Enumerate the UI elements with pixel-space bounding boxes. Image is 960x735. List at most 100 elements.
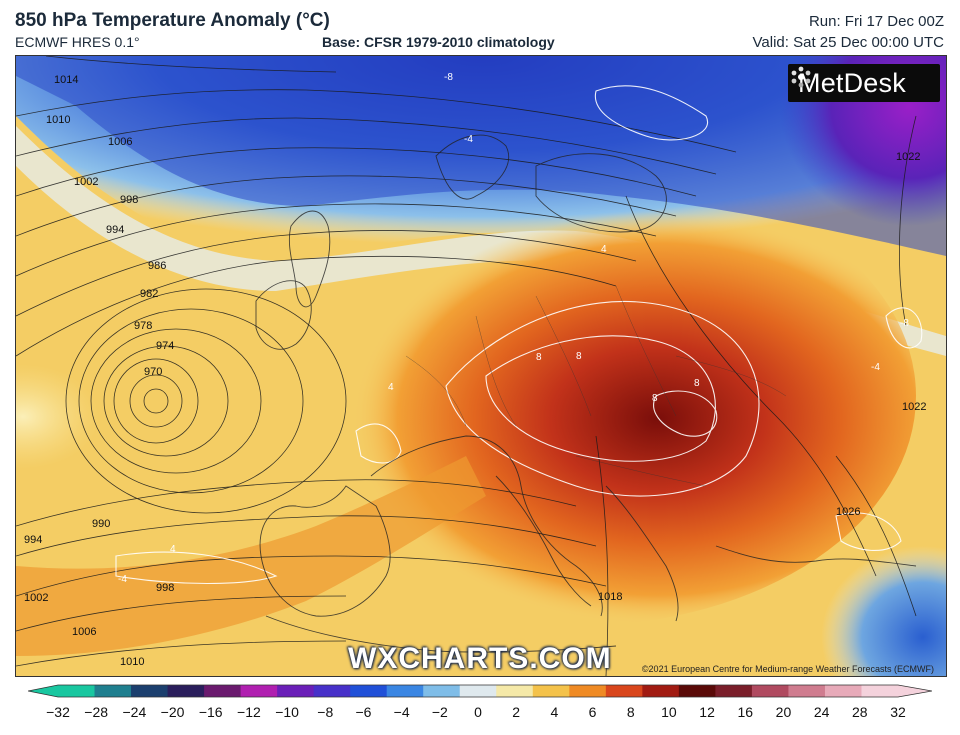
colorbar-max-arrow <box>898 685 932 697</box>
colorbar-segment <box>605 685 643 697</box>
anomaly-label: 8 <box>694 378 700 389</box>
colorbar-segment <box>167 685 205 697</box>
colorbar-tick-label: 16 <box>737 704 754 720</box>
colorbar-tick-label: 4 <box>550 704 559 720</box>
copyright-notice: ©2021 European Centre for Medium-range W… <box>641 664 934 674</box>
country-borders <box>405 285 787 487</box>
colorbar-segment <box>788 685 826 697</box>
colorbar-tick-label: −32 <box>46 704 70 720</box>
colorbar-tick-label: −28 <box>84 704 109 720</box>
colorbar-segment <box>94 685 132 697</box>
isobar-label: 1014 <box>54 74 79 86</box>
model-label: ECMWF HRES 0.1° <box>15 34 140 50</box>
colorbar-tick-label: −10 <box>275 704 299 720</box>
colorbar-segment <box>751 685 789 697</box>
colorbar-segment <box>678 685 716 697</box>
anomaly-map[interactable]: 1014 1010 1006 1002 998 994 986 982 978 … <box>15 55 947 677</box>
colorbar-tick-label: −20 <box>160 704 185 720</box>
colorbar-segment <box>58 685 96 697</box>
anomaly-label: -8 <box>900 318 909 329</box>
isobar-label: 1018 <box>598 591 623 603</box>
colorbar-tick-label: 0 <box>474 704 482 720</box>
colorbar-segment <box>496 685 534 697</box>
colorbar-tick-label: −12 <box>237 704 261 720</box>
valid-time-label: Valid: Sat 25 Dec 00:00 UTC <box>752 34 944 51</box>
colorbar-tick-label: −8 <box>317 704 334 720</box>
colorbar-tick-label: −2 <box>431 704 448 720</box>
colorbar-tick-label: 28 <box>852 704 868 720</box>
anomaly-label: -4 <box>871 362 880 373</box>
colorbar-tick-label: 32 <box>890 704 906 720</box>
colorbar-tick-label: 12 <box>699 704 715 720</box>
colorbar-segment <box>350 685 388 697</box>
colorbar-tick-label: 2 <box>512 704 521 720</box>
colorbar-tick-label: 6 <box>588 704 597 720</box>
map-field <box>16 56 946 676</box>
isobar-label: 1010 <box>120 656 145 668</box>
colorbar-tick-label: 20 <box>775 704 792 720</box>
anomaly-label: -4 <box>464 134 473 145</box>
anomaly-label: 8 <box>652 393 658 404</box>
colorbar-segment <box>386 685 424 697</box>
colorbar-ticks: −32 −28 −24 −20 −16 −12 −10 −8 −6 −4 −2 0 2 4 6 8 10 12 16… <box>46 704 906 724</box>
isobar-label: 978 <box>134 320 153 332</box>
isobar-label: 1010 <box>46 114 71 126</box>
isobar-label: 1006 <box>108 136 133 148</box>
anomaly-label: -4 <box>118 574 127 585</box>
colorbar-tick-label: 10 <box>661 704 677 720</box>
colorbar-segment <box>642 685 680 697</box>
isobar-label: 990 <box>92 518 111 530</box>
isobar-label: 1002 <box>74 176 99 188</box>
anomaly-label: 8 <box>536 352 542 363</box>
colorbar-segment <box>532 685 570 697</box>
anomaly-label: 4 <box>170 544 176 555</box>
anomaly-label: -8 <box>444 72 453 83</box>
colorbar-segment <box>423 685 461 697</box>
isobar-label: 994 <box>106 224 125 236</box>
run-time-label: Run: Fri 17 Dec 00Z <box>808 13 944 30</box>
climatology-base-label: Base: CFSR 1979-2010 climatology <box>322 34 555 50</box>
isobar-lines <box>16 56 917 676</box>
colorbar-segment <box>715 685 753 697</box>
colorbar-segment <box>313 685 351 697</box>
isobar-label: 986 <box>148 260 167 272</box>
anomaly-label: 8 <box>576 351 582 362</box>
colorbar-tick-label: 8 <box>626 704 635 720</box>
colorbar-segment <box>240 685 278 697</box>
colorbar-segment <box>277 685 315 697</box>
anomaly-contours <box>115 85 923 585</box>
colorbar-tick-label: −16 <box>198 704 223 720</box>
colorbar-tick-label: −24 <box>122 704 147 720</box>
isobar-label: 1022 <box>896 151 921 163</box>
colorbar-min-arrow <box>28 685 58 697</box>
isobar-label: 982 <box>140 288 159 300</box>
isobar-label: 994 <box>24 534 43 546</box>
metdesk-logo: MetDesk <box>788 64 940 102</box>
anomaly-label: 4 <box>388 382 394 393</box>
coastlines <box>255 134 917 653</box>
metdesk-logo-text: MetDesk <box>798 67 906 98</box>
colorbar-segment <box>459 685 497 697</box>
isobar-label: 970 <box>144 366 163 378</box>
colorbar-segment <box>569 685 607 697</box>
isobar-label: 998 <box>120 194 139 206</box>
anomaly-label: 4 <box>601 244 607 255</box>
isobar-label: 1006 <box>72 626 97 638</box>
colorbar-tick-label: −6 <box>355 704 372 720</box>
isobar-label: 974 <box>156 340 175 352</box>
colorbar-outline <box>28 684 932 698</box>
wxcharts-watermark: WXCHARTS.COM <box>348 642 612 675</box>
isobar-label: 998 <box>156 582 175 594</box>
isobar-label: 1002 <box>24 592 49 604</box>
colorbar-tick-label: −4 <box>393 704 410 720</box>
colorbar-tick-label: 24 <box>813 704 830 720</box>
isobar-label: 1026 <box>836 506 861 518</box>
colorbar-segment <box>204 685 242 697</box>
temperature-colorbar <box>28 684 932 698</box>
colorbar-segment <box>131 685 169 697</box>
chart-title: 850 hPa Temperature Anomaly (°C) <box>15 10 330 31</box>
colorbar-segment <box>824 685 862 697</box>
isobar-label: 1022 <box>902 401 927 413</box>
metdesk-logo-icon <box>791 66 811 88</box>
colorbar-segment <box>861 685 899 697</box>
